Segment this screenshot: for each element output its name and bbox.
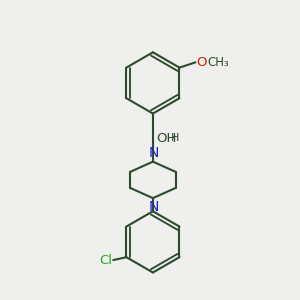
Text: N: N bbox=[148, 200, 159, 214]
Text: O: O bbox=[196, 56, 207, 69]
Text: H: H bbox=[171, 133, 179, 143]
Text: CH₃: CH₃ bbox=[208, 56, 230, 69]
Text: OH: OH bbox=[156, 132, 177, 145]
Text: Cl: Cl bbox=[99, 254, 112, 267]
Text: N: N bbox=[148, 146, 159, 160]
